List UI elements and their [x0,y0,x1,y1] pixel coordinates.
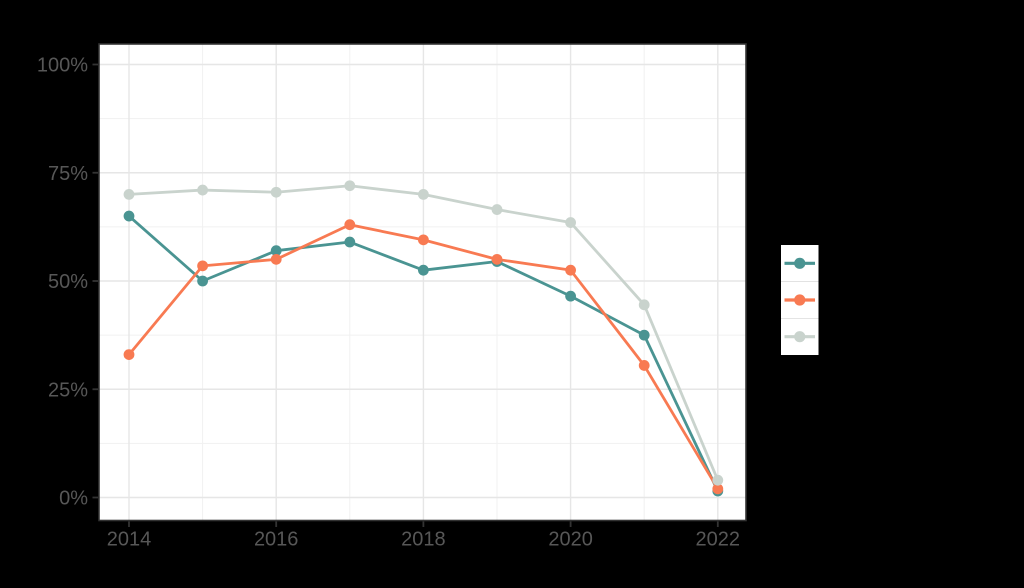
y-tick-label: 100% [37,55,88,77]
panel-border [98,43,747,522]
series-sage-point [197,184,209,196]
series-orange-point [123,349,135,361]
series-orange-legend-point [794,294,806,306]
series-teal-point [197,275,209,287]
series-teal-legend-point [794,257,806,269]
y-tick-label: 25% [48,379,88,401]
series-orange-point [638,360,650,371]
series-sage-legend-point [794,331,806,343]
x-tick-label: 2018 [401,529,446,551]
y-tick-label: 0% [59,488,88,510]
series-orange-point [712,483,724,495]
series-sage-point [123,189,135,200]
series-orange-point [491,253,503,265]
y-tick-label: 75% [48,163,88,185]
series-sage-point [344,180,356,192]
series-sage-point [565,217,576,228]
x-tick-label: 2014 [107,529,152,551]
series-teal-point [123,210,135,222]
x-tick-label: 2022 [696,529,741,551]
series-teal-point [270,245,282,257]
series-orange-point [344,219,356,231]
series-orange-point [565,264,576,276]
series-sage-point [638,299,650,311]
series-sage-point [491,204,503,215]
series-orange-point [418,234,429,246]
x-tick-label: 2020 [548,529,593,551]
series-sage-point [418,189,429,200]
series-orange-point [197,260,209,272]
series-sage-point [712,474,724,486]
series-sage-point [270,186,282,198]
plot-panel [99,44,746,521]
series-orange-point [270,253,282,265]
series-teal-point [418,264,429,276]
series-teal-point [565,290,576,302]
x-tick-label: 2016 [254,529,299,551]
series-teal-point [344,236,356,248]
y-tick-label: 50% [48,271,88,293]
series-teal-point [638,329,650,341]
